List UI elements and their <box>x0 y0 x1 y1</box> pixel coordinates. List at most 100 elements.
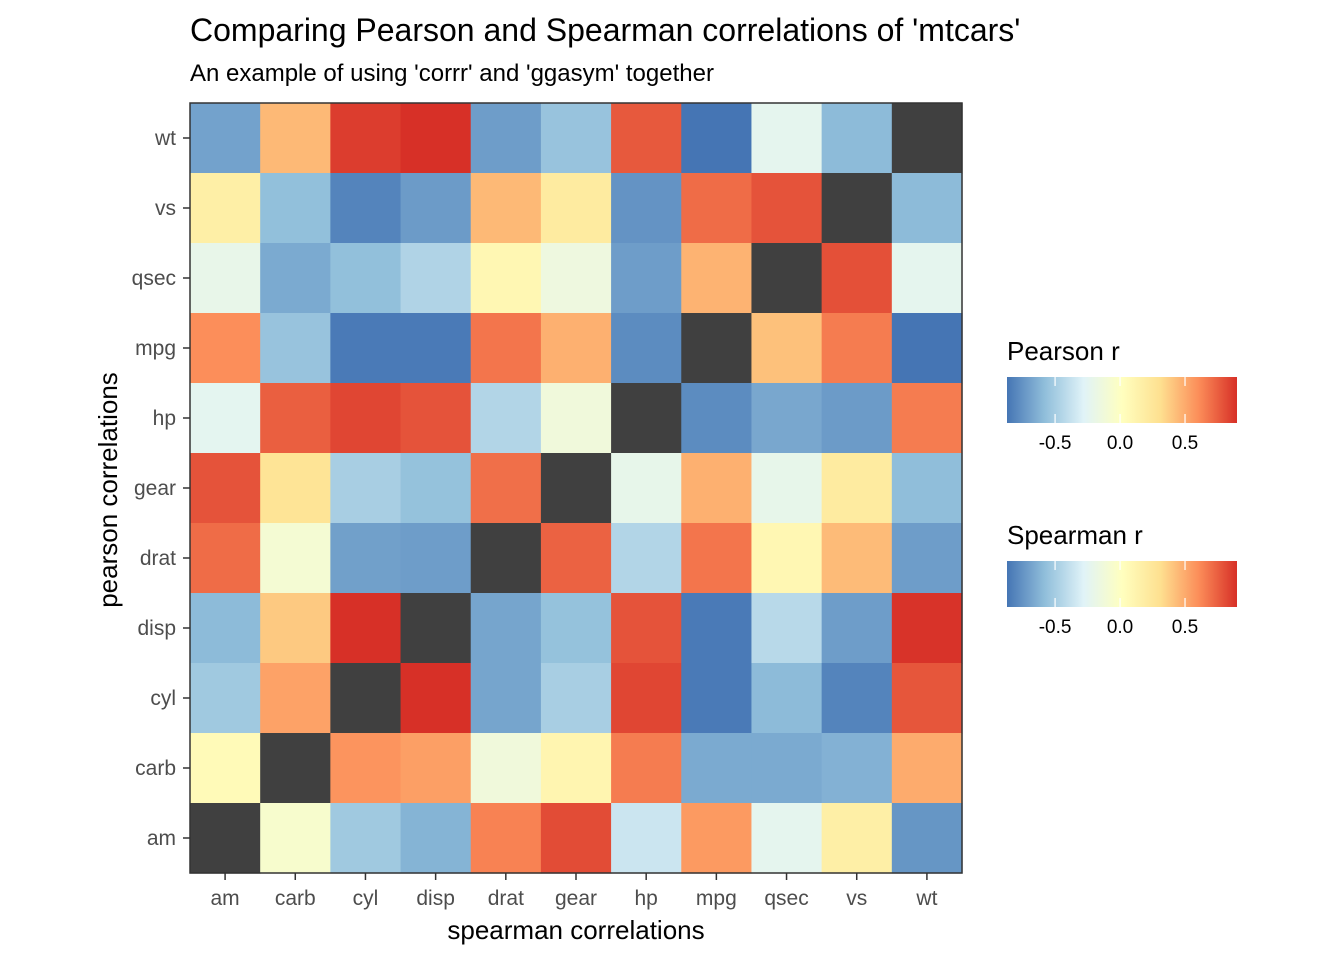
x-tick-label: mpg <box>696 887 737 910</box>
heatmap-cell-wt-hp <box>611 103 682 174</box>
legend-tick-label: 0.5 <box>1172 433 1198 454</box>
y-tick-label: am <box>147 827 176 850</box>
heatmap-cell-cyl-carb <box>260 663 331 734</box>
heatmap-cell-mpg-gear <box>540 313 612 384</box>
heatmap-cell-wt-wt <box>891 103 963 174</box>
x-tick-label: disp <box>416 887 455 910</box>
heatmap-cell-gear-hp <box>611 453 682 524</box>
y-tick-label: disp <box>137 617 176 640</box>
heatmap-cell-am-hp <box>611 803 682 874</box>
y-tick-label: vs <box>155 197 176 220</box>
heatmap-cell-cyl-vs <box>821 663 893 734</box>
heatmap-cell-hp-disp <box>400 383 472 454</box>
legend-colorbar <box>1007 377 1237 423</box>
heatmap-cell-drat-cyl <box>330 523 402 594</box>
heatmap-cell-gear-qsec <box>751 453 823 524</box>
heatmap-cell-disp-cyl <box>330 593 402 664</box>
heatmap-cell-drat-am <box>190 523 261 594</box>
heatmap-cell-cyl-qsec <box>751 663 823 734</box>
heatmap-cell-gear-wt <box>891 453 963 524</box>
heatmap-cell-am-carb <box>260 803 331 874</box>
heatmap-cell-wt-am <box>190 103 261 174</box>
heatmap-cell-gear-vs <box>821 453 893 524</box>
heatmap-cell-vs-carb <box>260 173 331 244</box>
heatmap-cell-qsec-wt <box>891 243 963 314</box>
heatmap-cell-cyl-gear <box>540 663 612 734</box>
x-tick-label: cyl <box>353 887 379 910</box>
heatmap-cell-cyl-hp <box>611 663 682 734</box>
heatmap-cell-qsec-am <box>190 243 261 314</box>
heatmap-cell-hp-vs <box>821 383 893 454</box>
heatmap-cell-hp-qsec <box>751 383 823 454</box>
heatmap-cell-cyl-disp <box>400 663 472 734</box>
heatmap-cell-drat-qsec <box>751 523 823 594</box>
heatmap-cell-gear-drat <box>470 453 542 524</box>
heatmap-cell-vs-wt <box>891 173 963 244</box>
heatmap-cell-mpg-mpg <box>681 313 753 384</box>
legend-tick-label: 0.0 <box>1107 433 1133 454</box>
heatmap-cell-disp-vs <box>821 593 893 664</box>
heatmap-cell-qsec-vs <box>821 243 893 314</box>
heatmap-cell-cyl-wt <box>891 663 963 734</box>
legend-tick-label: -0.5 <box>1039 617 1072 638</box>
y-tick-label: hp <box>153 407 176 430</box>
heatmap-cell-hp-am <box>190 383 261 454</box>
legend-tick-label: 0.0 <box>1107 617 1133 638</box>
x-axis: am carb cyl disp drat gear hp mpg qsec vs wt <box>210 873 938 910</box>
y-tick-label: wt <box>154 127 176 150</box>
heatmap-cell-qsec-gear <box>540 243 612 314</box>
heatmap-cell-mpg-hp <box>611 313 682 384</box>
heatmap-cell-am-disp <box>400 803 472 874</box>
legend-tick-label: -0.5 <box>1039 433 1072 454</box>
heatmap-cell-gear-cyl <box>330 453 402 524</box>
heatmap-cell-hp-cyl <box>330 383 402 454</box>
heatmap-cell-disp-am <box>190 593 261 664</box>
heatmap-cell-hp-drat <box>470 383 542 454</box>
y-tick-label: cyl <box>150 687 176 710</box>
heatmap-cell-gear-gear <box>540 453 612 524</box>
x-tick-label: hp <box>635 887 658 910</box>
heatmap-cell-carb-mpg <box>681 733 753 804</box>
x-tick-label: gear <box>555 887 597 910</box>
heatmap-cell-am-mpg <box>681 803 753 874</box>
chart-title: Comparing Pearson and Spearman correlati… <box>190 12 1020 48</box>
heatmap-cell-wt-mpg <box>681 103 753 174</box>
heatmap-cell-wt-qsec <box>751 103 823 174</box>
heatmap-cell-disp-mpg <box>681 593 753 664</box>
heatmap-cell-qsec-drat <box>470 243 542 314</box>
heatmap-cell-mpg-cyl <box>330 313 402 384</box>
heatmap-cells <box>190 103 963 874</box>
heatmap-cell-vs-drat <box>470 173 542 244</box>
heatmap-cell-gear-disp <box>400 453 472 524</box>
heatmap-cell-am-qsec <box>751 803 823 874</box>
x-axis-title: spearman correlations <box>447 915 704 945</box>
heatmap-cell-cyl-drat <box>470 663 542 734</box>
heatmap-cell-wt-cyl <box>330 103 402 174</box>
heatmap-cell-carb-drat <box>470 733 542 804</box>
heatmap-cell-carb-gear <box>540 733 612 804</box>
heatmap-cell-disp-carb <box>260 593 331 664</box>
y-tick-label: gear <box>134 477 176 500</box>
heatmap-cell-gear-mpg <box>681 453 753 524</box>
heatmap-cell-qsec-carb <box>260 243 331 314</box>
heatmap-cell-vs-gear <box>540 173 612 244</box>
heatmap-cell-disp-drat <box>470 593 542 664</box>
heatmap-cell-mpg-disp <box>400 313 472 384</box>
heatmap-cell-am-am <box>190 803 261 874</box>
heatmap-cell-disp-hp <box>611 593 682 664</box>
heatmap-cell-am-vs <box>821 803 893 874</box>
heatmap-cell-gear-am <box>190 453 261 524</box>
heatmap-cell-disp-gear <box>540 593 612 664</box>
legend-title: Spearman r <box>1007 520 1143 550</box>
heatmap-cell-gear-carb <box>260 453 331 524</box>
y-tick-label: carb <box>135 757 176 780</box>
heatmap-cell-drat-carb <box>260 523 331 594</box>
y-axis: wt vs qsec mpg hp gear drat disp cyl carb am <box>132 127 190 850</box>
heatmap-cell-vs-am <box>190 173 261 244</box>
heatmap-cell-carb-am <box>190 733 261 804</box>
heatmap-cell-mpg-am <box>190 313 261 384</box>
heatmap-cell-disp-wt <box>891 593 963 664</box>
heatmap-cell-carb-cyl <box>330 733 402 804</box>
heatmap-cell-qsec-mpg <box>681 243 753 314</box>
y-axis-title: pearson correlations <box>93 372 123 608</box>
